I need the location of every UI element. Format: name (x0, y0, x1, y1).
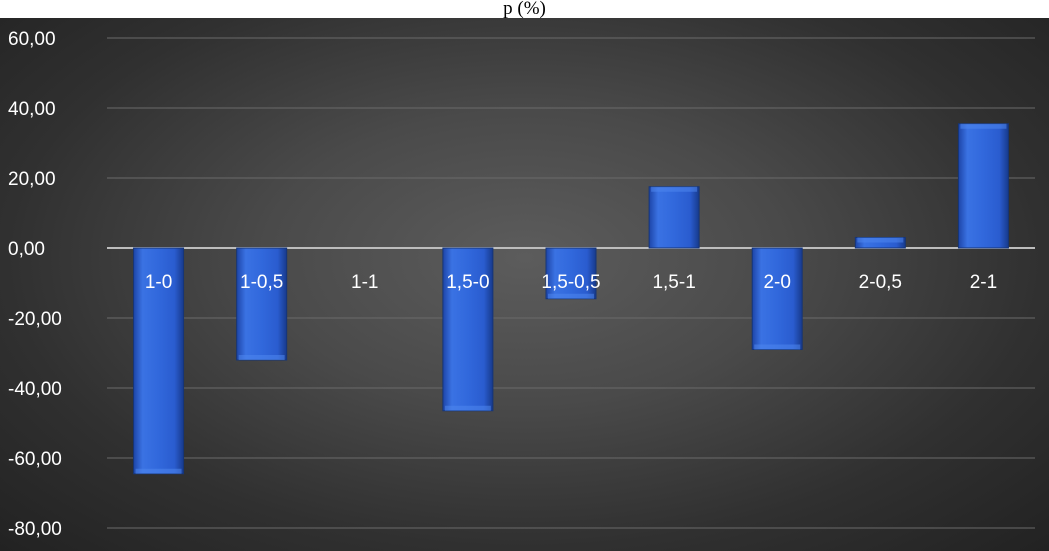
bar-2-1 (957, 123, 1009, 249)
y-tick-label: 0,00 (8, 239, 45, 260)
bar-1-0 (133, 247, 185, 475)
bar-bevel (651, 186, 698, 192)
x-tick-label: 2-0,5 (859, 272, 902, 293)
bar-chart: 60,00 40,00 20,00 0,00 -20,00 -40,00 -60,00 -80… (8, 29, 1035, 540)
bar-1,5-0 (442, 247, 494, 412)
bar-1,5-1 (648, 186, 700, 249)
bar-bevel (754, 344, 801, 350)
x-tick-label: 1-0 (145, 272, 172, 293)
bar (751, 247, 803, 350)
x-tick-label: 1-0,5 (240, 272, 283, 293)
x-tick-label: 2-1 (970, 272, 997, 293)
y-tick-label: 60,00 (8, 29, 56, 50)
y-tick-label: -20,00 (8, 309, 62, 330)
y-tick-label: -80,00 (8, 519, 62, 540)
y-tick-label: 20,00 (8, 169, 56, 190)
bar-bevel (238, 355, 285, 360)
y-tick-label: -60,00 (8, 449, 62, 470)
chart-title-fragment: p (%) (0, 0, 1049, 18)
bar-2-0 (751, 247, 803, 350)
y-tick-label: 40,00 (8, 99, 56, 120)
bar-bevel (960, 123, 1007, 129)
bar-1,5-0,5 (545, 247, 597, 300)
bar-bevel (548, 293, 594, 299)
x-tick-label: 1,5-1 (652, 272, 695, 293)
x-tick-label: 1,5-0 (446, 272, 489, 293)
bar-bevel (135, 468, 182, 474)
bar (648, 186, 700, 249)
x-tick-label: 1-1 (351, 272, 378, 293)
bar-1-0,5 (236, 247, 288, 361)
bar (133, 247, 185, 475)
bar-2-0,5 (854, 237, 906, 249)
x-tick-label: 1,5-0,5 (541, 272, 600, 293)
chart-area: 60,00 40,00 20,00 0,00 -20,00 -40,00 -60,00 -80… (0, 18, 1049, 551)
bar-bevel (857, 237, 904, 243)
bar (236, 247, 288, 361)
bar (442, 247, 494, 412)
bar (957, 123, 1009, 249)
y-tick-label: -40,00 (8, 379, 62, 400)
x-tick-label: 2-0 (763, 272, 790, 293)
bar-bevel (444, 405, 491, 411)
